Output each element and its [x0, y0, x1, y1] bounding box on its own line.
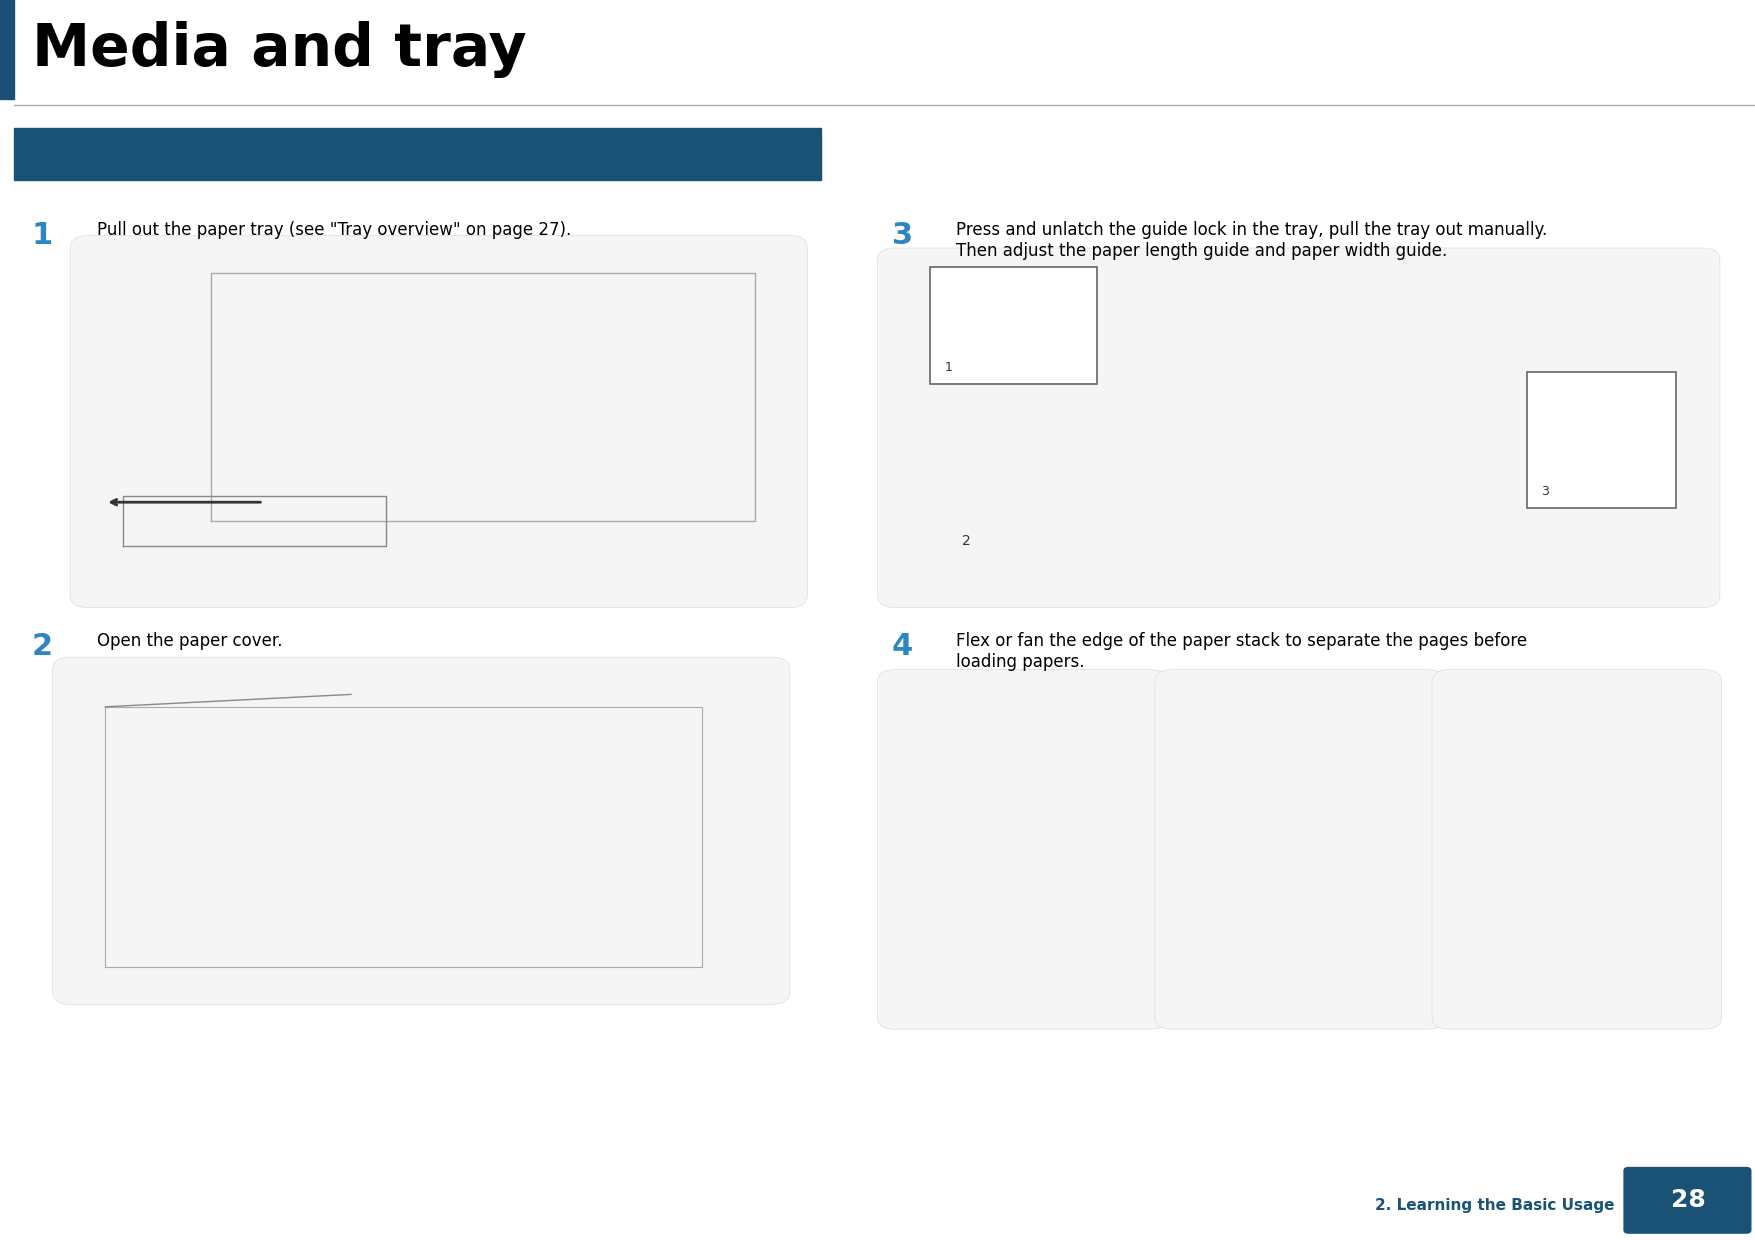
- FancyBboxPatch shape: [1527, 372, 1676, 508]
- FancyBboxPatch shape: [878, 248, 1720, 608]
- Text: Pull out the paper tray (see "Tray overview" on page 27).: Pull out the paper tray (see "Tray overv…: [97, 221, 570, 239]
- Bar: [14, 128, 821, 180]
- Text: Open the paper cover.: Open the paper cover.: [97, 632, 283, 651]
- Bar: [0, 0, 14, 99]
- Text: Flex or fan the edge of the paper stack to separate the pages before
loading pap: Flex or fan the edge of the paper stack …: [956, 632, 1527, 671]
- Text: 4: 4: [892, 632, 913, 661]
- Text: 2: 2: [962, 534, 971, 548]
- FancyBboxPatch shape: [878, 670, 1167, 1029]
- FancyBboxPatch shape: [70, 236, 807, 608]
- Text: Press and unlatch the guide lock in the tray, pull the tray out manually.
Then a: Press and unlatch the guide lock in the …: [956, 221, 1548, 259]
- Text: 1: 1: [944, 362, 951, 374]
- Text: Media and tray: Media and tray: [32, 21, 526, 78]
- FancyBboxPatch shape: [1155, 670, 1444, 1029]
- FancyBboxPatch shape: [930, 267, 1097, 384]
- Text: 3: 3: [892, 221, 913, 249]
- Text: 3: 3: [1541, 486, 1548, 498]
- Text: Loading paper in the tray: Loading paper in the tray: [32, 144, 351, 164]
- Text: 28: 28: [1671, 1188, 1706, 1213]
- Text: 2. Learning the Basic Usage: 2. Learning the Basic Usage: [1376, 1198, 1615, 1213]
- FancyBboxPatch shape: [1432, 670, 1722, 1029]
- FancyBboxPatch shape: [53, 657, 790, 1004]
- Text: 1: 1: [32, 221, 53, 249]
- Text: 2: 2: [32, 632, 53, 661]
- FancyBboxPatch shape: [1623, 1167, 1751, 1234]
